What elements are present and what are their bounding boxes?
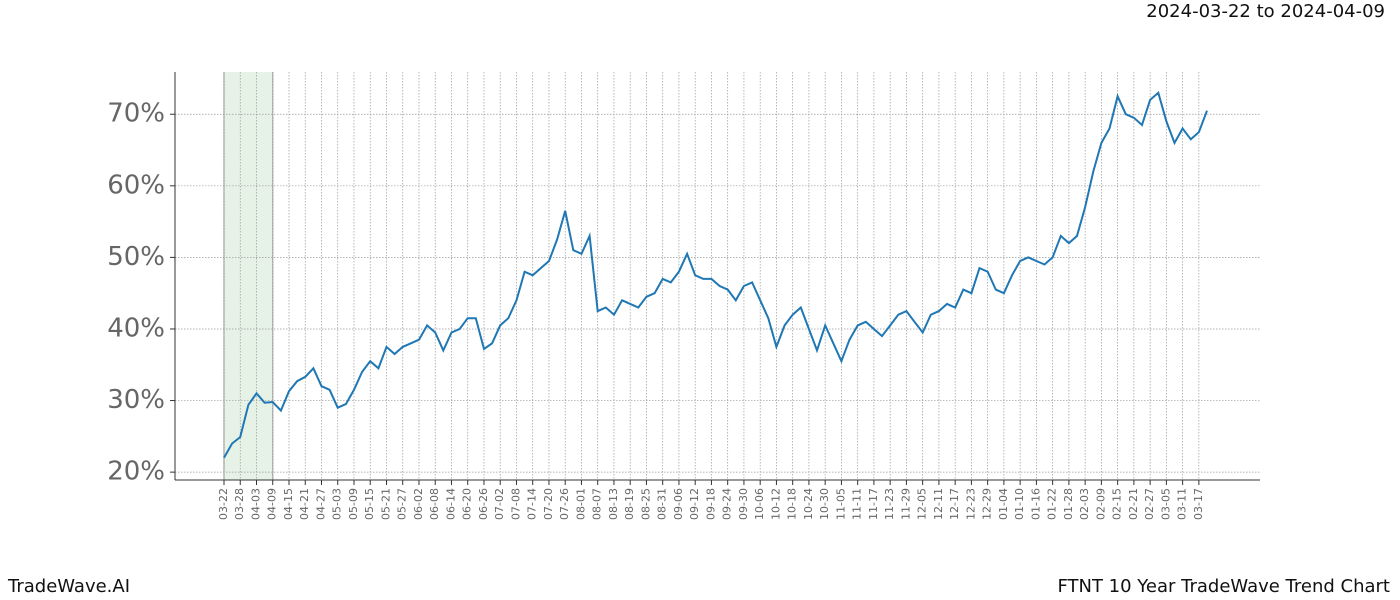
data-line [223, 91, 1208, 459]
highlight-span [224, 72, 273, 480]
x-tick-label: 06-20 [461, 488, 474, 520]
x-tick-label: 08-07 [591, 488, 604, 520]
x-tick-label: 10-06 [753, 488, 766, 520]
x-tick-label: 12-05 [916, 488, 929, 520]
x-tick-label: 08-25 [639, 488, 652, 520]
x-tick-label: 09-12 [688, 488, 701, 520]
x-tick-label: 08-19 [623, 488, 636, 520]
x-tick-label: 07-20 [542, 488, 555, 520]
x-tick-label: 11-11 [851, 488, 864, 520]
y-tick-label: 40% [107, 313, 165, 343]
x-tick-label: 08-01 [574, 488, 587, 520]
x-tick-label: 03-28 [233, 488, 246, 520]
x-tick-label: 07-14 [526, 488, 539, 520]
y-tick-label: 30% [107, 385, 165, 415]
y-tick-label: 70% [107, 99, 165, 129]
x-tick-label: 12-29 [981, 488, 994, 520]
x-tick-label: 02-03 [1078, 488, 1091, 520]
x-tick-label: 04-09 [266, 488, 279, 520]
x-tick-label: 01-22 [1046, 488, 1059, 520]
x-tick-label: 10-18 [786, 488, 799, 520]
x-tick-label: 03-22 [217, 488, 230, 520]
x-tick-label: 11-23 [883, 488, 896, 520]
x-tick-label: 07-08 [509, 488, 522, 520]
x-tick-label: 03-11 [1176, 488, 1189, 520]
x-tick-label: 08-13 [607, 488, 620, 520]
footer-left: TradeWave.AI [7, 576, 130, 597]
x-tick-label: 05-09 [347, 488, 360, 520]
x-tick-label: 05-03 [331, 488, 344, 520]
x-tick-label: 02-27 [1143, 488, 1156, 520]
x-tick-label: 01-16 [1029, 488, 1042, 520]
x-tick-label: 06-08 [428, 488, 441, 520]
x-tick-label: 12-11 [932, 488, 945, 520]
x-tick-label: 07-02 [493, 488, 506, 520]
y-tick-label: 20% [107, 457, 165, 487]
chart-title: 2024-03-22 to 2024-04-09 [1146, 1, 1385, 22]
x-tick-label: 08-31 [656, 488, 669, 520]
x-tick-label: 11-17 [867, 488, 880, 520]
x-tick-label: 09-06 [672, 488, 685, 520]
x-tick-label: 05-27 [396, 488, 409, 520]
x-tick-label: 06-14 [444, 488, 457, 520]
x-tick-label: 02-21 [1127, 488, 1140, 520]
x-tick-label: 10-24 [802, 488, 815, 520]
x-tick-label: 11-29 [899, 488, 912, 520]
x-tick-label: 09-30 [737, 488, 750, 520]
x-tick-label: 06-02 [412, 488, 425, 520]
y-tick-label: 50% [107, 242, 165, 272]
x-tick-label: 03-05 [1159, 488, 1172, 520]
x-tick-label: 02-09 [1094, 488, 1107, 520]
x-tick-label: 05-15 [363, 488, 376, 520]
x-tick-label: 12-23 [964, 488, 977, 520]
x-tick-label: 09-24 [721, 488, 734, 520]
x-tick-label: 01-10 [1013, 488, 1026, 520]
x-tick-label: 04-27 [314, 488, 327, 520]
x-tick-label: 09-18 [704, 488, 717, 520]
footer-right: FTNT 10 Year TradeWave Trend Chart [1057, 576, 1390, 597]
x-tick-label: 04-21 [298, 488, 311, 520]
x-tick-label: 04-15 [282, 488, 295, 520]
x-tick-label: 10-30 [818, 488, 831, 520]
x-tick-label: 11-05 [834, 488, 847, 520]
x-tick-label: 03-17 [1192, 488, 1205, 520]
x-tick-label: 05-21 [379, 488, 392, 520]
x-tick-label: 04-03 [249, 488, 262, 520]
x-tick-label: 06-26 [477, 488, 490, 520]
y-tick-label: 60% [107, 170, 165, 200]
x-tick-label: 02-15 [1111, 488, 1124, 520]
x-tick-label: 07-26 [558, 488, 571, 520]
x-tick-label: 12-17 [948, 488, 961, 520]
x-tick-label: 01-04 [997, 488, 1010, 520]
x-tick-label: 01-28 [1062, 488, 1075, 520]
x-tick-label: 10-12 [769, 488, 782, 520]
